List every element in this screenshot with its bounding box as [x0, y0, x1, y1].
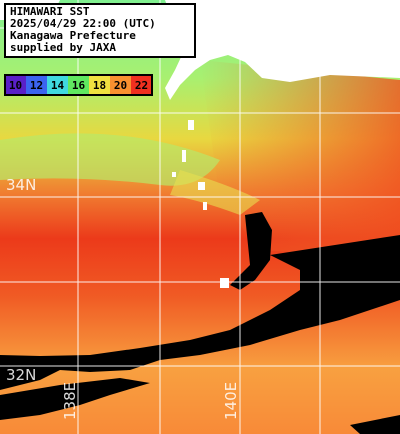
legend-label: 12: [30, 79, 43, 92]
legend-swatch: [89, 75, 110, 95]
cloud: [0, 212, 400, 434]
lat-label: 34N: [6, 176, 36, 194]
lat-label: 32N: [6, 366, 36, 384]
header-line: supplied by JAXA: [10, 41, 116, 54]
legend-label: 14: [51, 79, 65, 92]
legend-border: [4, 74, 153, 96]
header-line: Kanagawa Prefecture: [10, 29, 136, 42]
legend-label: 16: [72, 79, 86, 92]
legend-swatch: [26, 75, 47, 95]
legend: 10 12 14 16 18 20 22: [4, 74, 153, 96]
legend-label: 22: [135, 79, 148, 92]
lon-label: 138E: [61, 382, 79, 420]
legend-label: 18: [93, 79, 106, 92]
header-line: 2025/04/29 22:00 (UTC): [10, 17, 156, 30]
legend-swatch: [110, 75, 131, 95]
legend-label: 20: [114, 79, 127, 92]
header-box: HIMAWARI SST 2025/04/29 22:00 (UTC) Kana…: [4, 3, 196, 58]
header-line: HIMAWARI SST: [10, 5, 90, 18]
lon-label: 140E: [222, 382, 240, 420]
legend-swatch: [47, 75, 68, 95]
legend-swatch: [131, 75, 152, 95]
legend-swatch: [68, 75, 89, 95]
legend-swatch: [5, 75, 26, 95]
legend-label: 10: [9, 79, 22, 92]
